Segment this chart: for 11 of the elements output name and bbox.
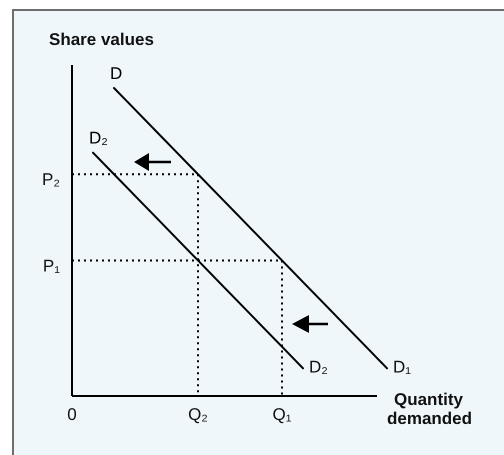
annotation: P₂ bbox=[42, 170, 60, 190]
x-axis-title: Quantity demanded bbox=[387, 390, 472, 428]
text: D₁ bbox=[393, 357, 412, 376]
x-tick-label: Q₁ bbox=[272, 405, 292, 424]
annotation: D₂ bbox=[309, 357, 328, 376]
series-label: D bbox=[110, 64, 122, 83]
x-tick-label: 0 bbox=[67, 405, 77, 424]
annotation: P₁ bbox=[42, 256, 60, 276]
series-label: D₂ bbox=[89, 128, 108, 148]
y-axis-title: Share values bbox=[49, 30, 154, 49]
x-tick-label: Q₂ bbox=[188, 405, 208, 424]
